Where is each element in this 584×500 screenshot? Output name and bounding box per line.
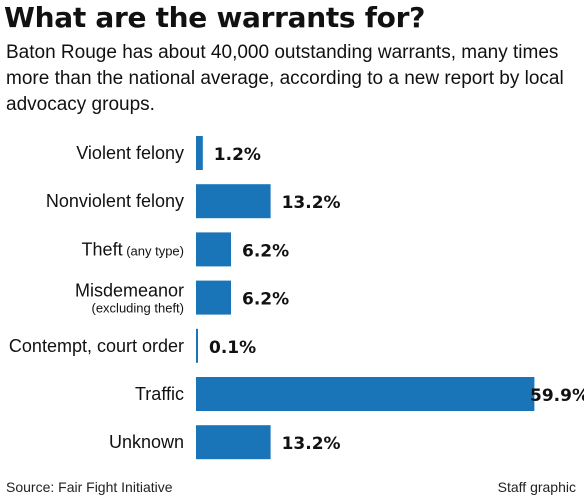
category-label: Violent felony — [76, 143, 184, 163]
category-label: Theft (any type) — [82, 239, 184, 259]
source-note: Source: Fair Fight Initiative — [6, 479, 173, 495]
category-note: (excluding theft) — [92, 301, 185, 316]
chart-subtitle: Baton Rouge has about 40,000 outstanding… — [6, 42, 564, 115]
value-label: 13.2% — [282, 193, 341, 213]
category-label: Unknown — [109, 432, 184, 452]
bar-3 — [196, 232, 231, 267]
value-label: 6.2% — [242, 241, 289, 261]
staff-credit: Staff graphic — [497, 479, 576, 495]
value-label: 6.2% — [242, 290, 289, 310]
bar-2 — [196, 184, 271, 219]
category-label: Misdemeanor — [75, 281, 184, 301]
bar-1 — [196, 136, 203, 170]
chart-title: What are the warrants for? — [4, 1, 426, 34]
bar-5 — [196, 328, 198, 363]
bar-6 — [196, 377, 535, 411]
value-label: 59.9% — [530, 386, 584, 406]
category-label: Contempt, court order — [9, 336, 184, 356]
bar-7 — [196, 425, 271, 460]
bar-4 — [196, 280, 231, 315]
category-label: Traffic — [135, 384, 184, 404]
value-label: 13.2% — [282, 434, 341, 454]
value-label: 1.2% — [214, 145, 261, 165]
category-label: Nonviolent felony — [46, 191, 184, 211]
value-label: 0.1% — [209, 338, 256, 358]
